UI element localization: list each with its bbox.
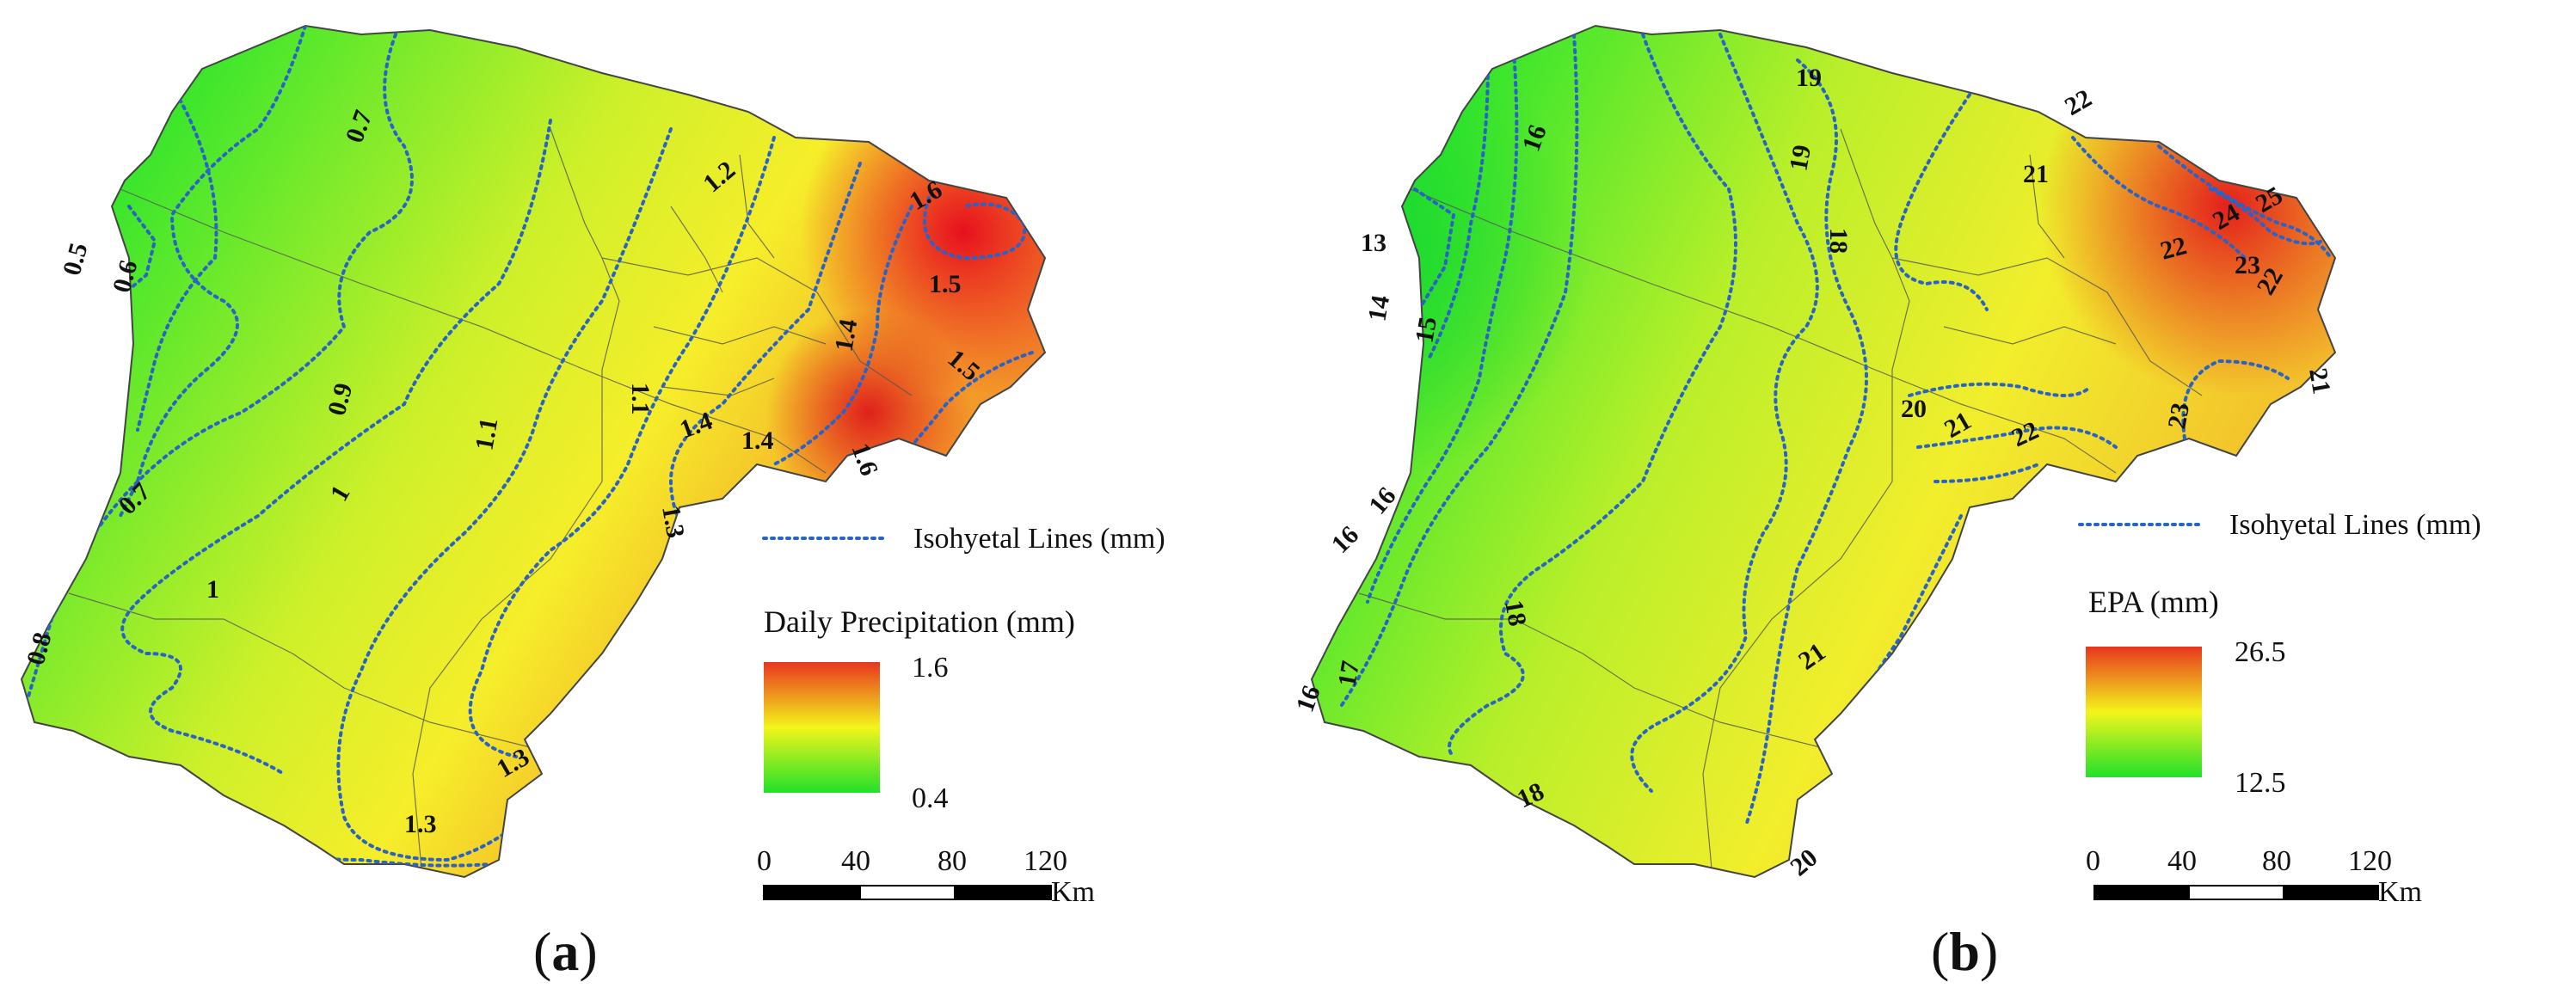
contour-label: 1: [206, 575, 219, 604]
map-panel-a: 0.5 0.6 0.7 0.7 0.8 0.9 1 1 1.1 1.1 1.2 …: [21, 25, 1165, 982]
scale-tick: 120: [2348, 845, 2392, 877]
precipitation-map-a: 0.5 0.6 0.7 0.7 0.8 0.9 1 1 1.1 1.1 1.2 …: [21, 25, 1165, 908]
contour-label: 19: [1796, 64, 1822, 92]
isohyetal-lines-b: [1340, 33, 2333, 827]
scale-tick: 40: [2167, 845, 2197, 877]
isohyetal-legend-label: Isohyetal Lines (mm): [2229, 509, 2481, 541]
contour-label: 1.1: [626, 383, 655, 415]
scale-bar-a: 0 40 80 120 Km: [757, 845, 1095, 908]
map-surface-a: [22, 26, 1045, 877]
scale-unit: Km: [1051, 876, 1095, 908]
map-panel-b: 13 14 15 16 16 16 16 17 18 18 18 19 19 2…: [1291, 0, 2576, 1000]
epa-map-b: 13 14 15 16 16 16 16 17 18 18 18 19 19 2…: [1291, 25, 2481, 908]
panel-caption-b: (b): [1931, 921, 1999, 982]
contour-label: 13: [1361, 229, 1386, 257]
contour-label: 1.4: [741, 426, 774, 455]
contour-label: 23: [2235, 251, 2260, 279]
contour-label: 0.5: [58, 240, 94, 279]
contour-label: 1.3: [404, 810, 437, 838]
isohyetal-legend-label: Isohyetal Lines (mm): [913, 523, 1165, 555]
district-boundaries-b: [1358, 128, 2203, 869]
contour-label: 20: [1901, 395, 1927, 423]
contour-label: 18: [1499, 598, 1532, 628]
isohyetal-lines-a: [24, 26, 1034, 868]
contour-label: 1.1: [470, 416, 503, 453]
contour-label: 19: [1784, 143, 1817, 173]
contour-label: 23: [2162, 401, 2195, 431]
contour-label: 14: [1362, 293, 1395, 323]
contour-label: 1.3: [656, 503, 690, 540]
district-boundaries-a: [68, 128, 913, 869]
scale-unit: Km: [2378, 876, 2422, 908]
scale-tick: 0: [2086, 845, 2100, 877]
scale-tick: 80: [938, 845, 967, 877]
legend-min: 12.5: [2235, 767, 2286, 799]
legend-a: Isohyetal Lines (mm) Daily Precipitation…: [762, 523, 1165, 814]
contour-label: 15: [1410, 315, 1442, 345]
legend-b: Isohyetal Lines (mm) EPA (mm) 26.5 12.5: [2078, 509, 2481, 799]
legend-title: EPA (mm): [2088, 585, 2219, 619]
color-ramp: [764, 662, 880, 793]
panel-caption-a: (a): [533, 921, 598, 982]
scale-tick: 40: [841, 845, 870, 877]
contour-label: 21: [2023, 160, 2049, 188]
contour-label: 17: [1332, 659, 1365, 689]
legend-min: 0.4: [912, 782, 949, 814]
scale-tick: 0: [757, 845, 772, 877]
contour-label: 21: [2303, 365, 2336, 396]
color-ramp: [2086, 647, 2202, 777]
contour-label: 1.5: [929, 270, 962, 298]
contour-label: 1.4: [829, 317, 863, 354]
contour-label: 16: [1326, 520, 1365, 559]
scale-bar-b: 0 40 80 120 Km: [2086, 845, 2422, 908]
scale-tick: 80: [2262, 845, 2291, 877]
legend-max: 1.6: [912, 652, 949, 684]
contour-label: 18: [1824, 228, 1853, 254]
scale-tick: 120: [1024, 845, 1067, 877]
legend-title: Daily Precipitation (mm): [764, 604, 1075, 639]
contour-label: 22: [2060, 83, 2096, 121]
legend-max: 26.5: [2235, 636, 2286, 668]
